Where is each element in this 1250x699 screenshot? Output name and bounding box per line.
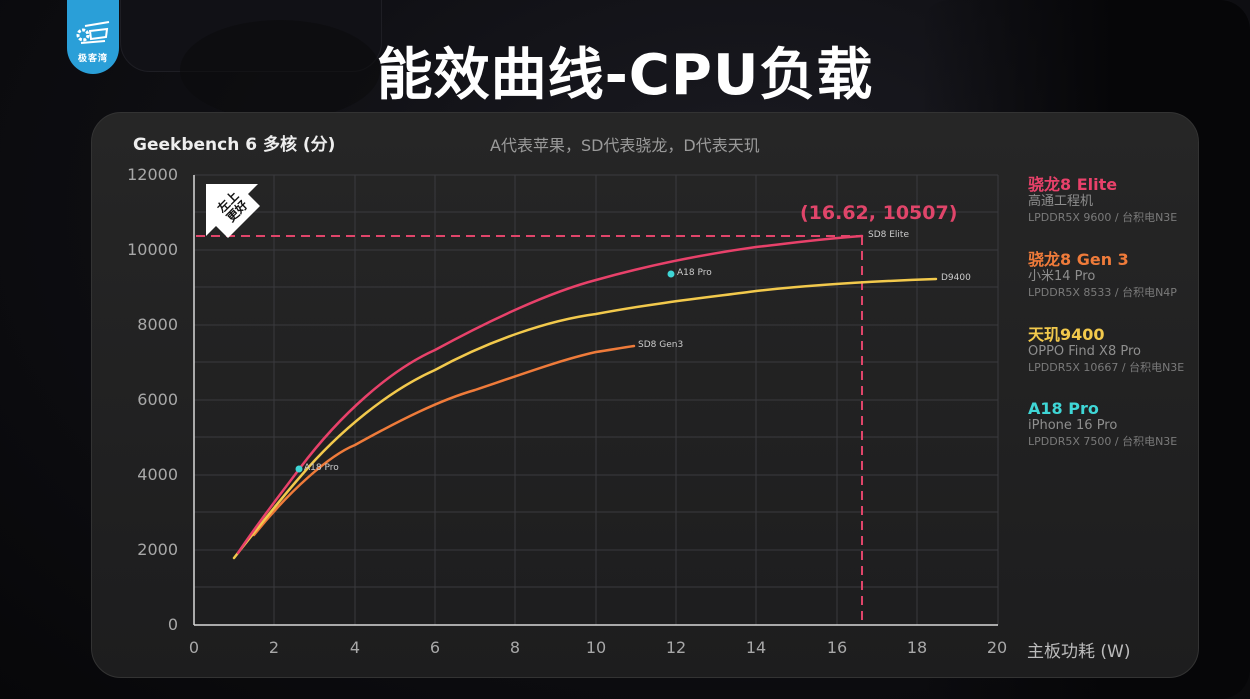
label-sd8-elite: SD8 Elite — [868, 230, 909, 240]
legend-device: iPhone 16 Pro — [1028, 418, 1118, 433]
page-title: 能效曲线-CPU负载 — [376, 43, 874, 108]
x-tick: 6 — [429, 638, 441, 657]
legend-spec: LPDDR5X 10667 / 台积电N3E — [1028, 361, 1185, 374]
legend-name: 骁龙8 Elite — [1028, 175, 1118, 194]
x-tick: 2 — [268, 638, 280, 657]
legend-device: 高通工程机 — [1028, 194, 1094, 209]
x-tick: 4 — [349, 638, 361, 657]
chart-subtitle: A代表苹果，SD代表骁龙，D代表天玑 — [490, 136, 760, 155]
x-tick: 14 — [745, 638, 767, 657]
x-tick: 20 — [986, 638, 1008, 657]
series-sd8-elite — [236, 234, 864, 555]
label-d9400: D9400 — [941, 273, 971, 283]
a18-pro-point-high — [667, 270, 675, 278]
background-shape — [180, 20, 380, 120]
legend-spec: LPDDR5X 9600 / 台积电N3E — [1028, 211, 1178, 224]
x-axis-label: 主板功耗 (W) — [1027, 642, 1131, 662]
x-tick: 16 — [826, 638, 848, 657]
series-sd8-gen3 — [252, 344, 636, 537]
legend-spec: LPDDR5X 8533 / 台积电N4P — [1028, 286, 1177, 299]
axes — [193, 175, 998, 626]
y-tick: 2000 — [137, 540, 178, 559]
peak-annotation: (16.62, 10507) — [800, 202, 958, 224]
legend-name: A18 Pro — [1028, 399, 1099, 418]
annotation-guides — [196, 235, 863, 620]
y-tick: 12000 — [127, 165, 178, 184]
legend-item: 骁龙8 Elite 高通工程机 LPDDR5X 9600 / 台积电N3E — [1028, 176, 1177, 226]
better-direction-badge: 左上 更好 — [202, 180, 264, 246]
logo-text: 极客湾 — [77, 54, 108, 64]
y-tick: 6000 — [137, 390, 178, 409]
chart-title: Geekbench 6 多核 (分) — [133, 135, 336, 155]
series-d9400 — [232, 277, 938, 560]
legend-item: 天玑9400 OPPO Find X8 Pro LPDDR5X 10667 / … — [1028, 326, 1184, 376]
x-tick: 10 — [585, 638, 607, 657]
y-tick: 0 — [167, 615, 178, 634]
y-tick: 4000 — [137, 465, 178, 484]
y-tick: 10000 — [127, 240, 178, 259]
grid — [194, 174, 999, 625]
x-tick: 18 — [906, 638, 928, 657]
brand-logo: 极客湾 — [67, 0, 119, 74]
x-tick: 8 — [509, 638, 521, 657]
legend-spec: LPDDR5X 7500 / 台积电N3E — [1028, 435, 1178, 448]
a18-pro-point-low — [295, 465, 303, 473]
arrow-up-left-icon — [206, 184, 260, 238]
gpu-card-icon — [76, 21, 110, 44]
label-sd8-gen3: SD8 Gen3 — [638, 340, 684, 350]
legend-item: A18 Pro iPhone 16 Pro LPDDR5X 7500 / 台积电… — [1028, 400, 1177, 450]
y-tick: 8000 — [137, 315, 178, 334]
legend-device: 小米14 Pro — [1028, 269, 1096, 284]
legend-name: 天玑9400 — [1028, 325, 1105, 344]
legend-name: 骁龙8 Gen 3 — [1028, 250, 1129, 269]
x-tick: 12 — [665, 638, 687, 657]
label-a18-pro-low: A18 Pro — [304, 463, 339, 473]
legend-item: 骁龙8 Gen 3 小米14 Pro LPDDR5X 8533 / 台积电N4P — [1028, 251, 1177, 301]
label-a18-pro-high: A18 Pro — [677, 268, 712, 278]
x-tick: 0 — [188, 638, 200, 657]
legend-device: OPPO Find X8 Pro — [1028, 344, 1141, 359]
chart-panel — [91, 112, 1199, 678]
